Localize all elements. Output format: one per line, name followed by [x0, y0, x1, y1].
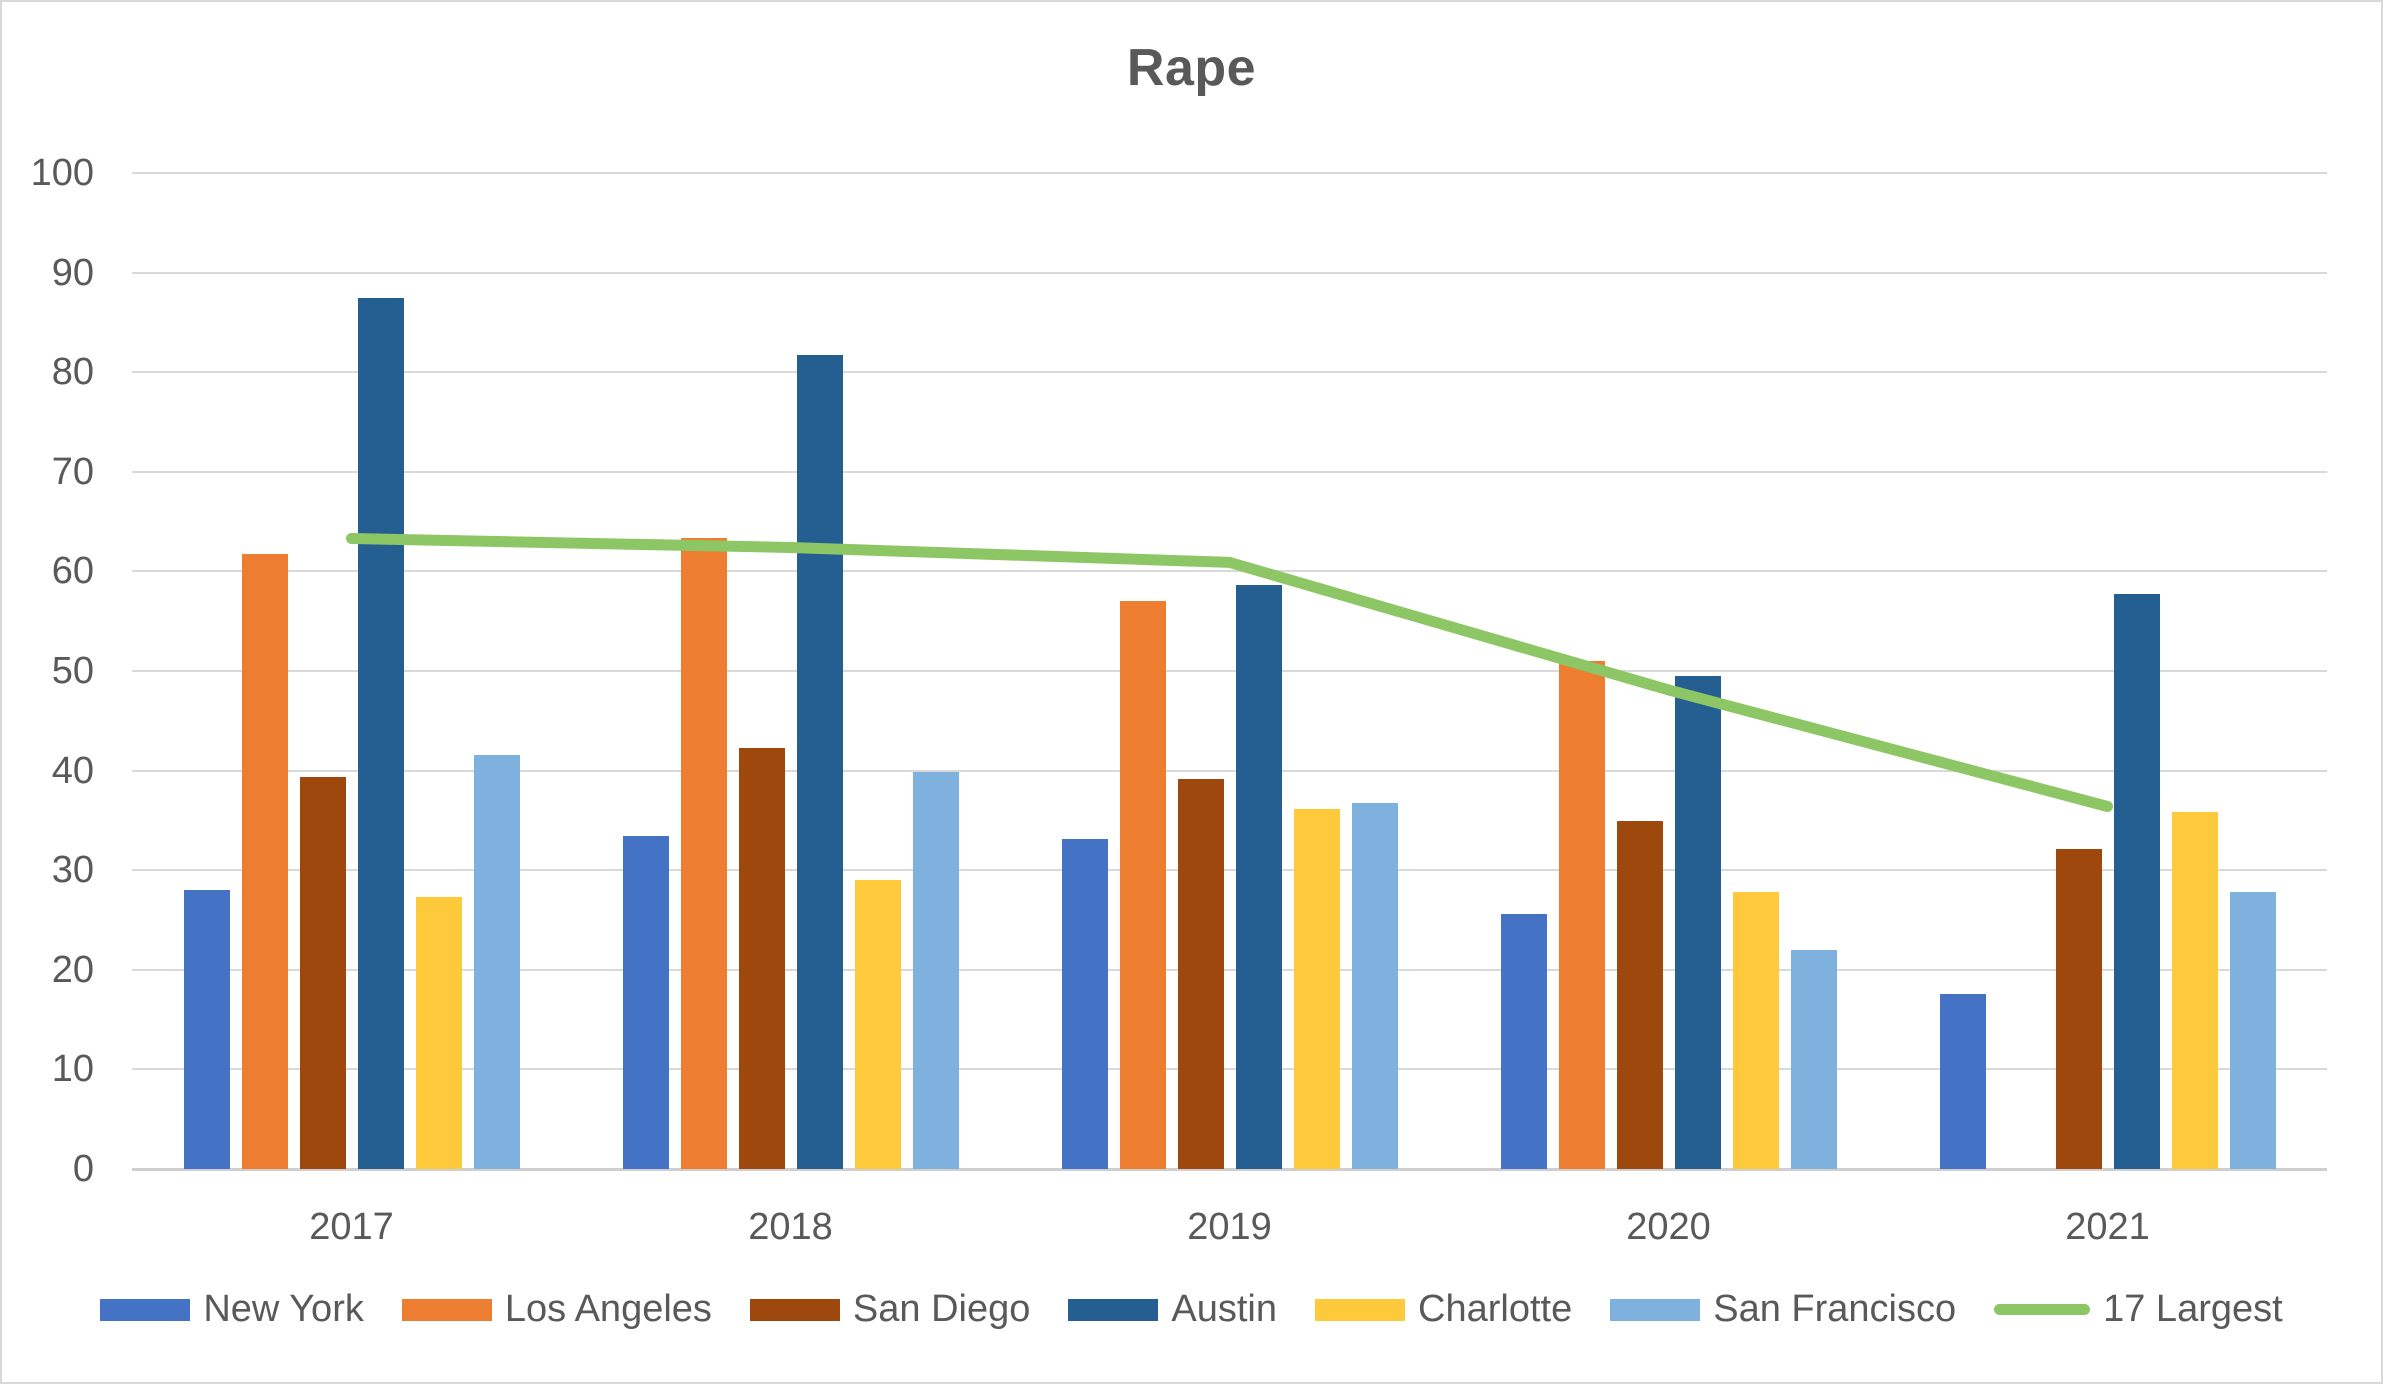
gridline-50 — [132, 670, 2327, 672]
chart-title: Rape — [1126, 39, 1257, 97]
legend-item-san-francisco: San Francisco — [1610, 1288, 1956, 1331]
gridline-40 — [132, 769, 2327, 772]
x-tick-label-2018: 2018 — [748, 1206, 833, 1248]
legend-item-17-largest: 17 Largest — [1994, 1288, 2283, 1331]
y-tick-label-90: 90 — [51, 251, 94, 294]
y-tick-label-10: 10 — [51, 1048, 94, 1091]
legend-item-charlotte: Charlotte — [1315, 1288, 1572, 1331]
bar-charlotte-2019 — [1293, 809, 1340, 1169]
bar-new-york-2021 — [1939, 993, 1986, 1169]
gridline-10 — [132, 1068, 2327, 1071]
legend-label-austin: Austin — [1171, 1288, 1278, 1330]
legend-item-san-diego: San Diego — [749, 1288, 1031, 1331]
y-tick-label-80: 80 — [51, 351, 94, 394]
bar-los-angeles-2019 — [1119, 601, 1166, 1169]
bar-new-york-2020 — [1500, 914, 1547, 1169]
bar-san-diego-2017 — [299, 776, 346, 1169]
bar-new-york-2018 — [622, 836, 669, 1169]
gridline-30 — [132, 869, 2327, 872]
bar-san-francisco-2019 — [1351, 803, 1398, 1169]
legend-swatch-charlotte — [1315, 1298, 1406, 1321]
x-axis-line — [132, 1168, 2327, 1171]
gridline-80 — [132, 371, 2327, 374]
gridline-70 — [132, 470, 2327, 473]
bar-new-york-2017 — [183, 890, 230, 1169]
x-tick-label-2019: 2019 — [1187, 1206, 1272, 1248]
trend-line — [346, 533, 2113, 812]
legend: New York Los Angeles San Diego Austin Charlo… — [2, 1288, 2381, 1331]
y-tick-label-0: 0 — [72, 1148, 94, 1190]
y-tick-label-20: 20 — [51, 948, 94, 991]
bar-san-diego-2020 — [1616, 821, 1663, 1169]
legend-label-charlotte: Charlotte — [1418, 1288, 1573, 1330]
gridline-100 — [132, 172, 2327, 174]
gridline-20 — [132, 968, 2327, 971]
bar-austin-2021 — [2113, 594, 2160, 1169]
legend-swatch-san-francisco — [1610, 1298, 1701, 1321]
bar-austin-2017 — [357, 298, 404, 1169]
bar-san-francisco-2018 — [912, 771, 959, 1169]
bar-san-diego-2018 — [738, 747, 785, 1169]
y-tick-label-70: 70 — [51, 450, 94, 493]
bar-san-francisco-2020 — [1790, 949, 1837, 1169]
bar-austin-2018 — [796, 355, 843, 1169]
legend-swatch-san-diego — [749, 1298, 840, 1321]
gridline-90 — [132, 271, 2327, 274]
legend-line-swatch-17-largest — [1994, 1304, 2091, 1315]
x-tick-label-2017: 2017 — [309, 1206, 394, 1248]
bar-charlotte-2020 — [1732, 892, 1779, 1169]
legend-swatch-los-angeles — [401, 1298, 492, 1321]
y-tick-label-100: 100 — [30, 152, 94, 194]
bar-austin-2019 — [1235, 585, 1282, 1169]
bar-san-diego-2019 — [1177, 778, 1224, 1169]
y-tick-label-30: 30 — [51, 849, 94, 892]
bar-san-francisco-2017 — [473, 754, 520, 1169]
legend-item-new-york: New York — [100, 1288, 364, 1331]
bar-charlotte-2017 — [415, 897, 462, 1169]
bar-charlotte-2018 — [854, 880, 901, 1169]
bar-new-york-2019 — [1061, 839, 1108, 1169]
bar-los-angeles-2020 — [1558, 661, 1605, 1169]
bar-san-francisco-2021 — [2229, 892, 2276, 1169]
bar-austin-2020 — [1674, 675, 1721, 1169]
y-tick-label-40: 40 — [51, 749, 94, 792]
legend-swatch-austin — [1068, 1298, 1159, 1321]
x-tick-label-2021: 2021 — [2065, 1206, 2150, 1248]
legend-label-new-york: New York — [203, 1288, 364, 1330]
x-tick-label-2020: 2020 — [1626, 1206, 1711, 1248]
gridline-60 — [132, 570, 2327, 573]
legend-swatch-new-york — [100, 1298, 191, 1321]
bar-charlotte-2021 — [2171, 812, 2218, 1169]
bar-los-angeles-2018 — [680, 537, 727, 1169]
legend-label-los-angeles: Los Angeles — [504, 1288, 712, 1330]
bar-los-angeles-2017 — [241, 554, 288, 1169]
bar-san-diego-2021 — [2055, 849, 2102, 1169]
legend-item-austin: Austin — [1068, 1288, 1277, 1331]
legend-label-17-largest: 17 Largest — [2103, 1288, 2283, 1330]
legend-item-los-angeles: Los Angeles — [401, 1288, 712, 1331]
legend-label-san-francisco: San Francisco — [1713, 1288, 1957, 1330]
y-tick-label-60: 60 — [51, 550, 94, 593]
y-tick-label-50: 50 — [51, 650, 94, 692]
legend-label-san-diego: San Diego — [852, 1288, 1031, 1330]
